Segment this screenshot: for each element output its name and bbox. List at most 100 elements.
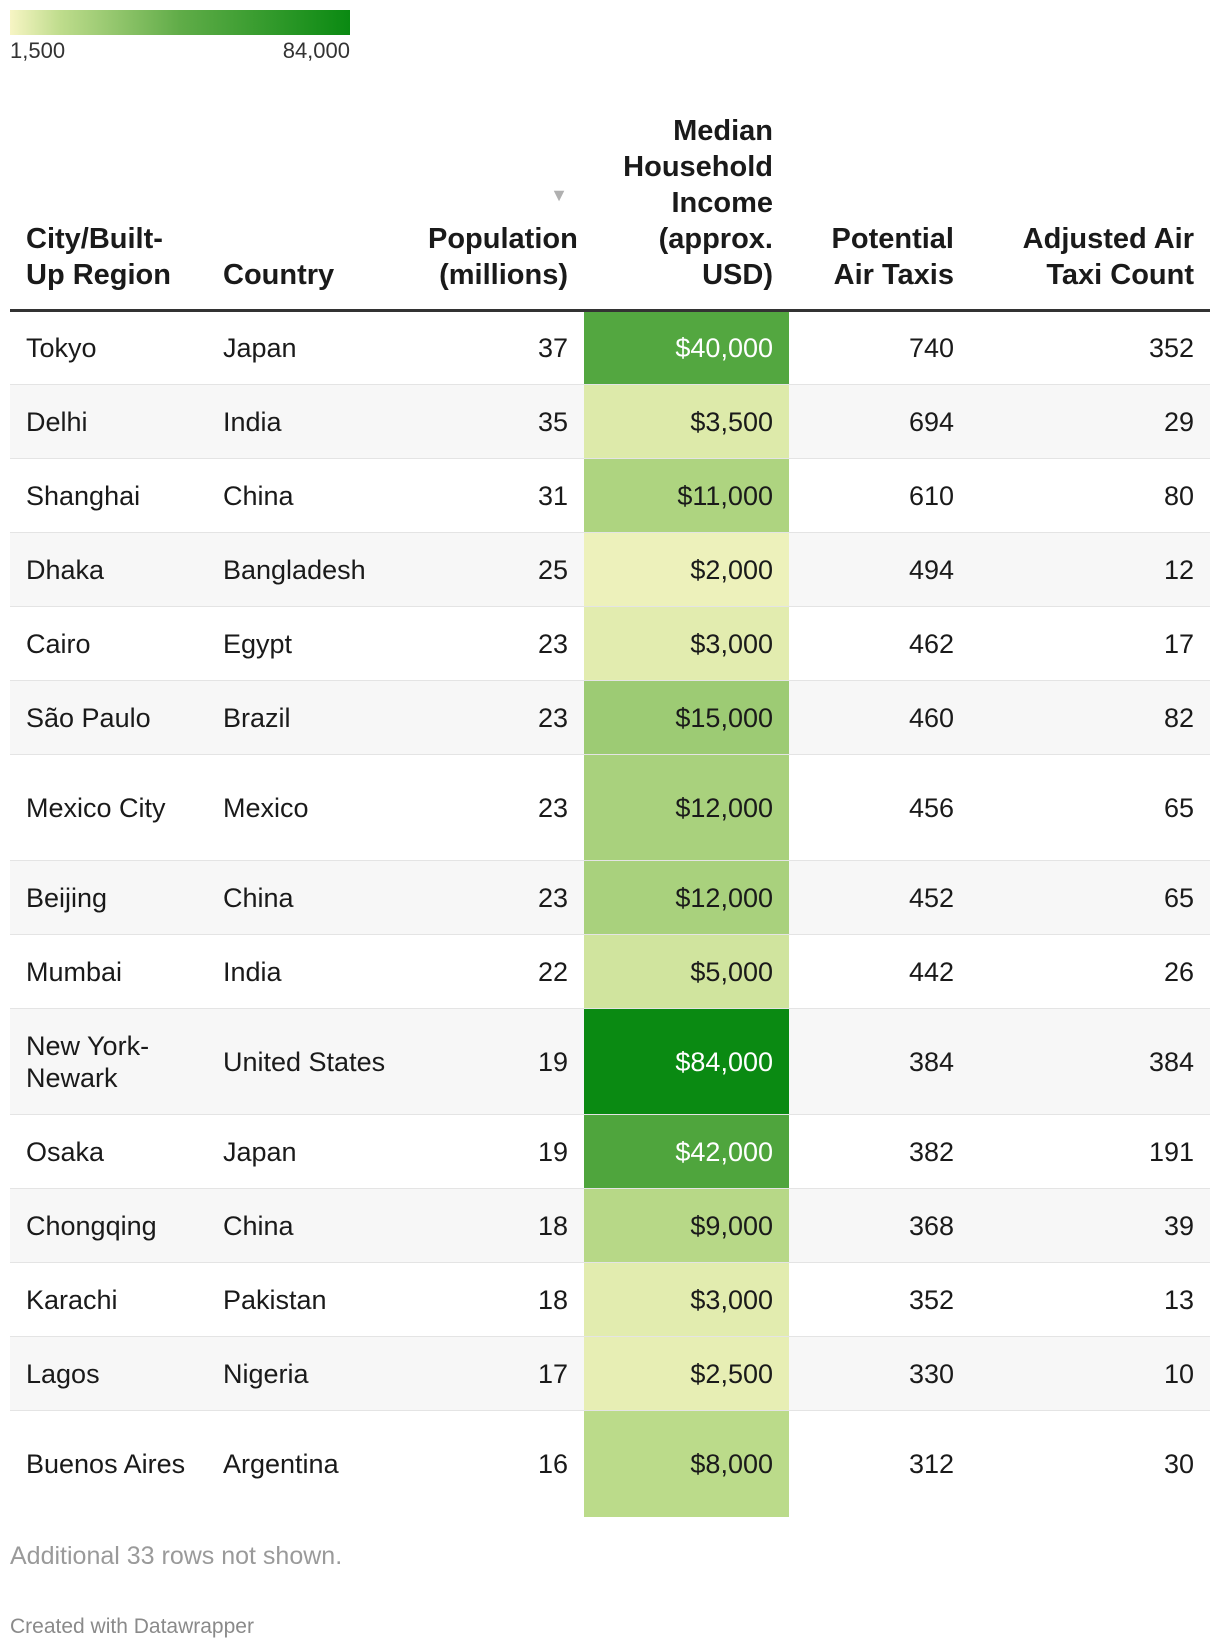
cell-city: Buenos Aires — [26, 1448, 186, 1479]
cell-income: $12,000 — [584, 860, 789, 935]
cell-potential-air-taxis: 312 — [908, 1448, 954, 1479]
cell-country: Pakistan — [207, 1262, 412, 1337]
cell-adjusted-air-taxis: 352 — [970, 310, 1210, 385]
cell-country: Bangladesh — [207, 532, 412, 607]
table-row: Chongqing China 18 $9,000 368 39 — [10, 1188, 1210, 1263]
cell-adjusted-air-taxis: 191 — [970, 1114, 1210, 1189]
cell-population: 16 — [537, 1448, 568, 1479]
cell-potential-air-taxis: 452 — [789, 860, 970, 935]
column-header-city[interactable]: City/Built-Up Region — [10, 113, 207, 312]
cell-city: Lagos — [10, 1336, 207, 1411]
cell-potential-air-taxis: 384 — [789, 1008, 970, 1115]
cell-country: India — [207, 384, 412, 459]
table-row: Mexico City Mexico 23 $12,000 456 65 — [10, 754, 1210, 861]
cell-country: Argentina — [223, 1448, 339, 1479]
table-row: Cairo Egypt 23 $3,000 462 17 — [10, 606, 1210, 681]
additional-rows-note: Additional 33 rows not shown. — [10, 1542, 343, 1570]
cell-city: Mumbai — [10, 934, 207, 1009]
cell-income: $42,000 — [584, 1114, 789, 1189]
cell-adjusted-air-taxis: 30 — [1163, 1448, 1194, 1479]
cell-potential-air-taxis: 494 — [789, 532, 970, 607]
table-row: Karachi Pakistan 18 $3,000 352 13 — [10, 1262, 1210, 1337]
cell-income: $11,000 — [584, 458, 789, 533]
column-header-potential[interactable]: Potential Air Taxis — [789, 113, 970, 312]
table-header-row: City/Built-Up Region Country ▼ Populatio… — [10, 113, 1210, 312]
cell-population: 19 — [412, 1008, 584, 1115]
table-row: Osaka Japan 19 $42,000 382 191 — [10, 1114, 1210, 1189]
cell-country: Brazil — [207, 680, 412, 755]
cell-potential-air-taxis: 740 — [789, 310, 970, 385]
column-header-population-label: Population (millions) — [428, 223, 578, 291]
cell-population: 23 — [412, 680, 584, 755]
cell-population: 22 — [412, 934, 584, 1009]
cell-adjusted-air-taxis: 65 — [970, 754, 1210, 861]
cell-city: Beijing — [10, 860, 207, 935]
cell-adjusted-air-taxis: 26 — [970, 934, 1210, 1009]
table-row: Delhi India 35 $3,500 694 29 — [10, 384, 1210, 459]
cell-income: $3,000 — [584, 606, 789, 681]
cell-potential-air-taxis: 456 — [789, 754, 970, 861]
cell-population: 37 — [412, 310, 584, 385]
cell-income: $2,500 — [584, 1336, 789, 1411]
cell-country: China — [207, 1188, 412, 1263]
cell-income: $8,000 — [584, 1410, 789, 1517]
cell-income: $3,000 — [584, 1262, 789, 1337]
cell-population: 25 — [412, 532, 584, 607]
cell-country: Japan — [207, 310, 412, 385]
cell-country: United States — [207, 1008, 412, 1115]
table-row: Beijing China 23 $12,000 452 65 — [10, 860, 1210, 935]
cell-country: China — [207, 458, 412, 533]
cell-adjusted-air-taxis: 17 — [970, 606, 1210, 681]
column-header-population[interactable]: ▼ Population (millions) — [412, 113, 584, 312]
cell-adjusted-air-taxis: 13 — [970, 1262, 1210, 1337]
table-row: São Paulo Brazil 23 $15,000 460 82 — [10, 680, 1210, 755]
cell-country: Nigeria — [207, 1336, 412, 1411]
cell-country: Egypt — [207, 606, 412, 681]
cell-income: $84,000 — [584, 1008, 789, 1115]
column-header-adjusted[interactable]: Adjusted Air Taxi Count — [970, 113, 1210, 312]
cell-city: New York-Newark — [10, 1008, 207, 1115]
cell-population: 23 — [412, 606, 584, 681]
cell-potential-air-taxis: 382 — [789, 1114, 970, 1189]
cell-city: Cairo — [10, 606, 207, 681]
cell-population: 35 — [412, 384, 584, 459]
datawrapper-table-page: 1,500 84,000 City/Built-Up Region Countr… — [10, 10, 1210, 1638]
cell-population: 18 — [412, 1188, 584, 1263]
legend-gradient-bar — [10, 10, 350, 35]
legend-max-label: 84,000 — [282, 38, 350, 63]
cell-potential-air-taxis: 460 — [789, 680, 970, 755]
table-row: Shanghai China 31 $11,000 610 80 — [10, 458, 1210, 533]
cell-income: $15,000 — [584, 680, 789, 755]
cell-city: Delhi — [10, 384, 207, 459]
column-header-country[interactable]: Country — [207, 113, 412, 312]
data-table: City/Built-Up Region Country ▼ Populatio… — [10, 113, 1210, 1517]
table-row: Dhaka Bangladesh 25 $2,000 494 12 — [10, 532, 1210, 607]
table-row: New York-Newark United States 19 $84,000 384… — [10, 1008, 1210, 1115]
cell-city: Dhaka — [10, 532, 207, 607]
cell-city: Chongqing — [10, 1188, 207, 1263]
table-row: Mumbai India 22 $5,000 442 26 — [10, 934, 1210, 1009]
cell-adjusted-air-taxis: 39 — [970, 1188, 1210, 1263]
cell-potential-air-taxis: 330 — [789, 1336, 970, 1411]
cell-adjusted-air-taxis: 12 — [970, 532, 1210, 607]
cell-city: Tokyo — [10, 310, 207, 385]
column-header-income[interactable]: Median Household Income (approx. USD) — [584, 113, 789, 312]
cell-potential-air-taxis: 694 — [789, 384, 970, 459]
table-body: Tokyo Japan 37 $40,000 740 352 Delhi India 35 $3,… — [10, 310, 1210, 1517]
cell-population: 23 — [412, 860, 584, 935]
legend-min-label: 1,500 — [10, 38, 66, 63]
cell-income: $5,000 — [584, 934, 789, 1009]
cell-city: São Paulo — [10, 680, 207, 755]
cell-population: 19 — [412, 1114, 584, 1189]
cell-potential-air-taxis: 442 — [789, 934, 970, 1009]
cell-potential-air-taxis: 352 — [789, 1262, 970, 1337]
cell-adjusted-air-taxis: 65 — [970, 860, 1210, 935]
cell-potential-air-taxis: 610 — [789, 458, 970, 533]
cell-potential-air-taxis: 368 — [789, 1188, 970, 1263]
cell-adjusted-air-taxis: 10 — [970, 1336, 1210, 1411]
table-row: Buenos Aires Argentina 16 $8,000 312 30 — [10, 1410, 1210, 1517]
sort-down-triangle-icon: ▼ — [550, 185, 568, 205]
cell-country: India — [207, 934, 412, 1009]
cell-income: $9,000 — [584, 1188, 789, 1263]
cell-adjusted-air-taxis: 82 — [970, 680, 1210, 755]
